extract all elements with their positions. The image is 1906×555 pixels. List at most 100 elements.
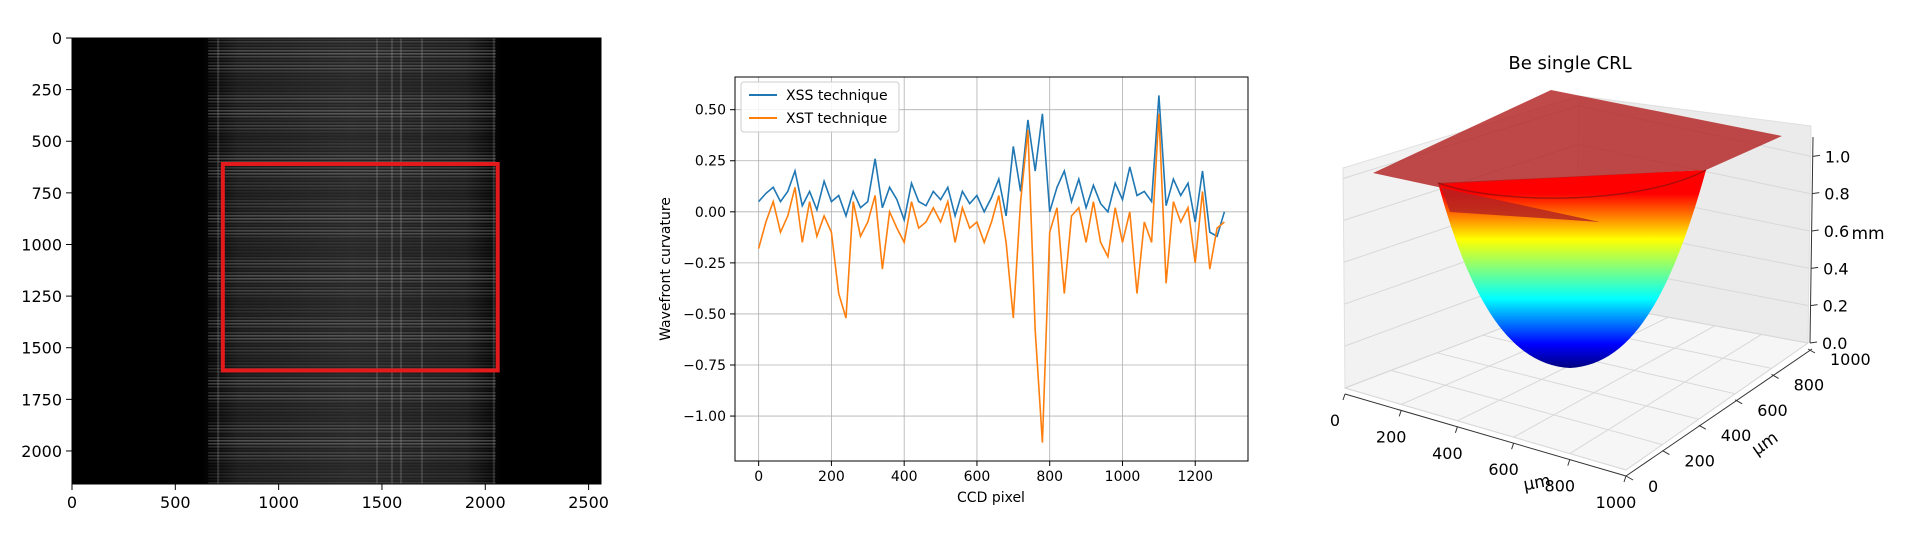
- fringe-line: [208, 71, 496, 73]
- fringe-line: [208, 419, 496, 421]
- fringe-line: [208, 110, 496, 112]
- fringe-line: [208, 383, 496, 385]
- fringe-line: [208, 323, 496, 325]
- surface-title: Be single CRL: [1508, 53, 1631, 74]
- fringe-line: [208, 416, 496, 418]
- fringe-line: [208, 134, 496, 136]
- fringe-line: [208, 344, 496, 346]
- fringe-line: [208, 455, 496, 457]
- line-chart-y-ticks: 0.50 0.25 0.00 −0.25 −0.50 −0.75 −1.00: [683, 103, 735, 425]
- line-chart-frame: [734, 76, 1249, 462]
- fringe-line: [208, 194, 496, 196]
- fringe-line: [208, 251, 496, 253]
- y-tick-label: −0.75: [683, 358, 726, 374]
- y-tick-label: 1250: [21, 287, 62, 306]
- fringe-line: [208, 215, 496, 217]
- fringe-line: [208, 98, 496, 100]
- y-tick-label: 0.00: [695, 205, 726, 221]
- fringe-line: [208, 167, 496, 169]
- fringe-line: [208, 386, 496, 388]
- image-y-ticks: 0 250 500 750 1000 1250 1500 1750 2000: [21, 29, 72, 461]
- vertical-streak: [399, 38, 402, 484]
- bowl-rim: [1437, 169, 1707, 199]
- y-tick-label: −0.50: [683, 307, 726, 323]
- fringe-line: [208, 212, 496, 214]
- z-tick-mark: [1809, 341, 1818, 344]
- fringe-line: [208, 332, 496, 334]
- fringe-line: [208, 353, 496, 355]
- fringe-line: [208, 80, 496, 82]
- fringe-line: [208, 401, 496, 403]
- fringe-line: [208, 92, 496, 94]
- y-tick-label: 1000: [1830, 350, 1871, 369]
- fringe-line: [208, 380, 496, 382]
- fringe-line: [208, 206, 496, 208]
- y-tick-label: 0: [52, 29, 62, 48]
- line-chart-x-label: CCD pixel: [957, 490, 1025, 506]
- fringe-line: [208, 38, 496, 40]
- z-tick-mark: [1811, 266, 1819, 269]
- fringe-line: [208, 254, 496, 256]
- fringe-line: [208, 281, 496, 283]
- bright-region: [202, 38, 502, 484]
- fringe-line: [208, 230, 496, 232]
- fringe-line: [208, 305, 496, 307]
- x-tick-label: 1000: [1105, 469, 1141, 485]
- y-tick-label: −1.00: [683, 409, 726, 425]
- x-axis-line: [1344, 393, 1627, 477]
- y-tick-mark: [1698, 424, 1707, 430]
- x-tick-label: 0: [67, 493, 77, 512]
- fringe-line: [208, 287, 496, 289]
- fringe-line: [208, 59, 496, 61]
- fringe-line: [208, 350, 496, 352]
- y-tick-label: 0.25: [695, 154, 726, 170]
- fringe-line: [208, 161, 496, 163]
- fringe-line: [208, 140, 496, 142]
- image-x-ticks: 0 500 1000 1500 2000 2500: [67, 484, 609, 512]
- x-tick-mark: [1398, 410, 1402, 417]
- fringe-line: [208, 107, 496, 109]
- fringe-line: [208, 329, 496, 331]
- fringe-line: [208, 296, 496, 298]
- z-tick-mark: [1810, 304, 1818, 307]
- x-tick-label: 500: [160, 493, 191, 512]
- z-tick-label: 0.8: [1824, 185, 1849, 204]
- fringe-line: [208, 44, 496, 46]
- fringe-line: [208, 464, 496, 466]
- fringe-line: [208, 227, 496, 229]
- fringe-line: [208, 338, 496, 340]
- x-tick-label: 0: [1330, 411, 1340, 430]
- fringe-line: [208, 122, 496, 124]
- fringe-line: [208, 362, 496, 364]
- fringe-line: [208, 458, 496, 460]
- legend: XSS technique XST technique: [740, 81, 900, 133]
- fringe-line: [208, 128, 496, 130]
- fringe-line: [208, 245, 496, 247]
- fringe-line: [208, 308, 496, 310]
- fringe-line: [208, 359, 496, 361]
- fringe-line: [208, 449, 496, 451]
- y-tick-label: 1750: [21, 390, 62, 409]
- fringe-line: [208, 314, 496, 316]
- fringe-line: [208, 440, 496, 442]
- surface-panel: Be single CRL 0 200 400 600 800 1000 0 200 400 6…: [1330, 53, 1885, 512]
- y-tick-mark: [1807, 348, 1816, 354]
- legend-label-xst: XST technique: [786, 111, 887, 127]
- fringe-line: [208, 131, 496, 133]
- line-chart-x-ticks: 0 200 400 600 800 1000 1200: [754, 461, 1213, 485]
- fringe-line: [208, 479, 496, 481]
- z-tick-mark: [1812, 192, 1820, 195]
- fringe-line: [208, 407, 496, 409]
- z-tick-mark: [1812, 154, 1820, 157]
- fringe-line: [208, 257, 496, 259]
- fringe-line: [208, 50, 496, 52]
- x-tick-mark: [1623, 475, 1627, 483]
- z-tick-label: 0.6: [1824, 222, 1849, 241]
- legend-box: [740, 81, 900, 133]
- fringe-line: [208, 176, 496, 178]
- fringe-line: [208, 209, 496, 211]
- surface-z-label: mm: [1851, 224, 1884, 244]
- fringe-line: [208, 158, 496, 160]
- fringe-line: [208, 365, 496, 367]
- y-tick-mark: [1625, 475, 1634, 481]
